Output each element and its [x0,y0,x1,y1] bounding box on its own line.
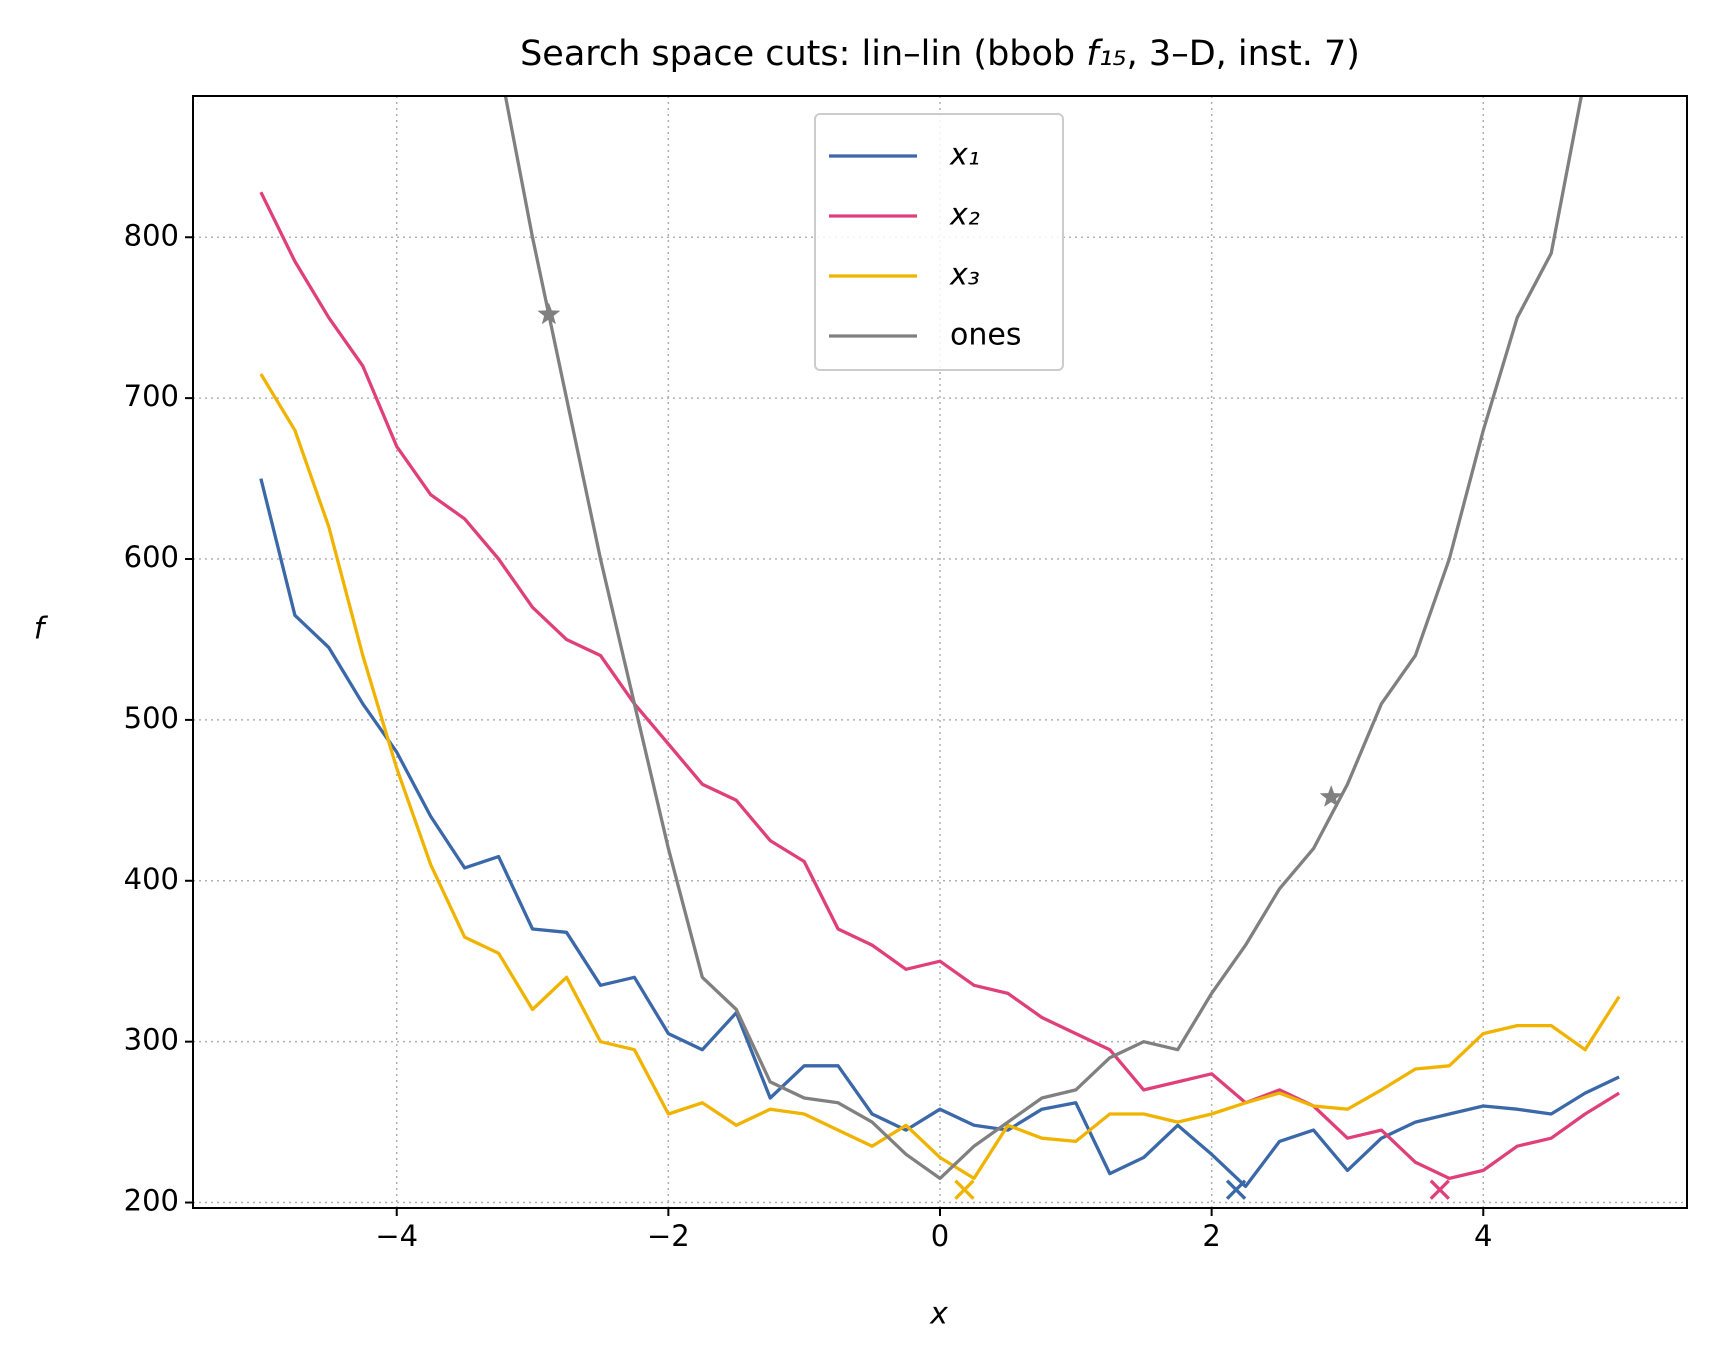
y-tick-label: 500 [124,701,179,735]
y-tick-label: 300 [124,1023,179,1057]
title-part: f₁₅ [1086,34,1126,74]
min-marker [954,1179,975,1200]
x-tick-label: 4 [1474,1219,1492,1253]
star-marker [537,302,561,325]
series-line [503,96,1584,1181]
legend-label: ones [950,318,1021,353]
legend: x₁ x₂ x₃ ones [814,113,1064,371]
legend-box [814,113,1064,371]
min-marker [1429,1179,1450,1200]
x-tick-label: −4 [375,1219,418,1253]
x-tick-label: 0 [931,1219,949,1253]
y-tick-label: 400 [124,862,179,896]
x-tick-label: 2 [1202,1219,1220,1253]
title-part: , 3–D, inst. 7) [1127,34,1360,74]
y-tick-label: 800 [124,218,179,252]
x-axis-label: x [929,1297,948,1332]
title-part: Search space cuts: lin–lin (bbob [520,34,1086,74]
legend-label: x₂ [949,198,980,233]
legend-label: x₁ [949,138,980,173]
y-tick-label: 200 [124,1184,179,1218]
star-marker [1319,785,1343,807]
series-line [259,373,1621,1181]
y-tick-label: 600 [124,540,179,574]
plot-area [259,96,1621,1200]
y-tick-label: 700 [124,379,179,413]
series-line [259,478,1620,1189]
legend-label: x₃ [949,258,980,293]
x-tick-label: −2 [647,1219,690,1253]
min-marker [1225,1179,1247,1200]
series-line [259,191,1620,1181]
chart-title: Search space cuts: lin–lin (bbob f₁₅, 3–… [520,34,1360,74]
